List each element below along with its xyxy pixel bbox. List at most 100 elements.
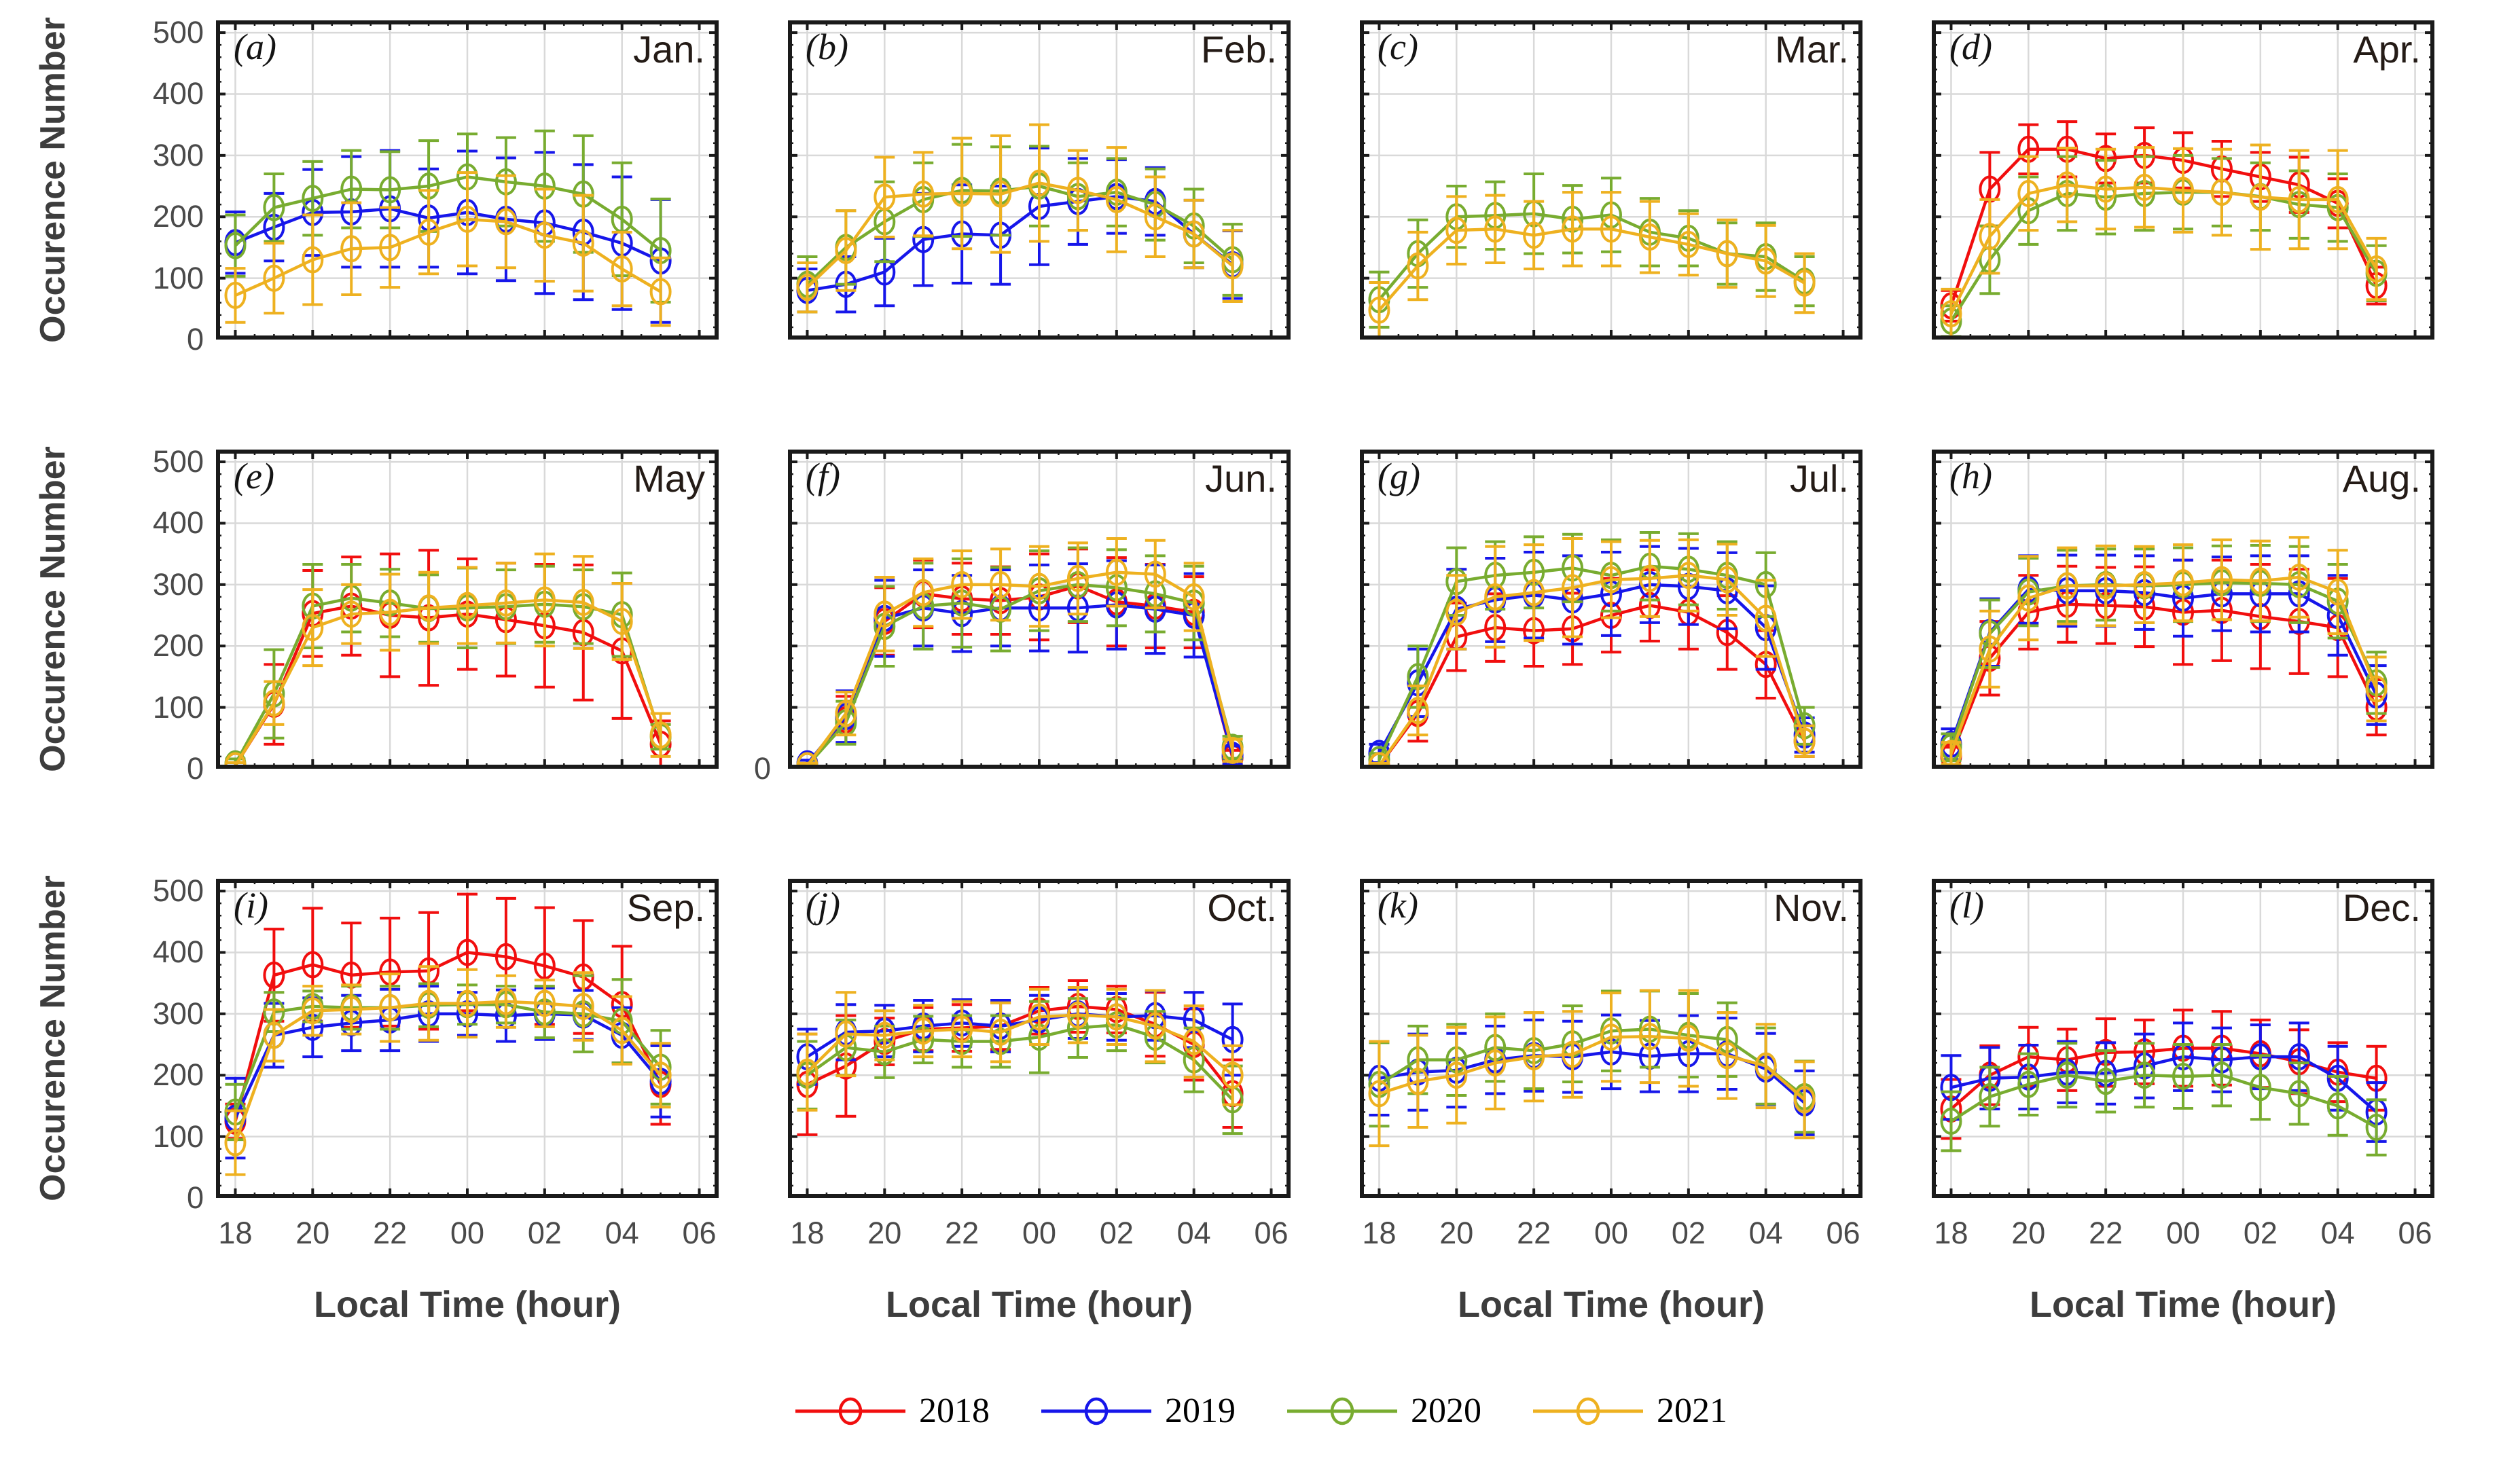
subplot-jul: (g) Jul.: [1360, 450, 1862, 769]
subplot-sep: (i) Sep.: [216, 879, 719, 1198]
error-bars-2018: [1941, 558, 2387, 767]
data-line-2019: [1378, 583, 1806, 754]
y-tick-label: 200: [152, 1057, 204, 1093]
panel-letter: (a): [234, 26, 276, 67]
data-line-2021: [1378, 228, 1805, 312]
markers-2018: [1940, 135, 2388, 320]
x-tick-label: 02: [527, 1216, 562, 1250]
panel-border: [1932, 879, 2434, 1198]
markers-2020: [224, 991, 672, 1126]
x-tick-label: 18: [1362, 1216, 1397, 1250]
x-tick-label: 00: [2165, 1216, 2201, 1250]
markers-2021: [1940, 171, 2388, 328]
legend: 2018 2019 2020 2021: [0, 1391, 2520, 1431]
data-line-2020: [1378, 1028, 1806, 1098]
stray-zero-tick-label: 0: [753, 751, 771, 786]
panel-letter: (i): [234, 885, 268, 926]
panel-month-label: Feb.: [1200, 28, 1277, 71]
subplot-feb: (b) Feb.: [788, 20, 1291, 340]
subplot-oct: (j) Oct.: [788, 879, 1291, 1198]
grid-lines: [1932, 879, 2434, 1198]
y-tick-label: 200: [152, 199, 204, 234]
x-tick-label: 04: [1748, 1216, 1783, 1250]
x-tick-label: 06: [2398, 1216, 2432, 1250]
markers-2020: [1940, 1061, 2388, 1142]
panel-border: [788, 879, 1291, 1198]
markers-2020: [1940, 569, 2388, 761]
series-2020: [796, 546, 1244, 769]
legend-label: 2018: [919, 1392, 990, 1430]
y-tick-label: 100: [152, 1119, 204, 1154]
panel-plot: [788, 879, 1291, 1198]
panel-month-label: May: [633, 457, 705, 500]
subplot-apr: (d) Apr.: [1932, 20, 2434, 340]
error-bars-2021: [1941, 536, 2387, 766]
error-bars-2020: [1941, 153, 2387, 338]
series-2021: [1940, 143, 2388, 340]
data-line-2018: [1378, 604, 1806, 767]
panel-plot: [1932, 450, 2434, 769]
x-tick-label: 22: [373, 1216, 408, 1250]
series-2021: [1368, 191, 1816, 340]
x-tick-label: 06: [682, 1216, 717, 1250]
markers-2018: [224, 592, 672, 769]
panel-month-label: Dec.: [2342, 886, 2421, 929]
error-bars-2021: [225, 171, 671, 327]
y-tick-label: 200: [152, 628, 204, 663]
panel-letter: (h): [1949, 456, 1992, 496]
markers-2021: [796, 169, 1244, 302]
x-tick-label: 18: [1934, 1216, 1968, 1250]
markers-2021: [224, 205, 672, 309]
panel-border: [1932, 450, 2434, 769]
series-2019: [224, 985, 672, 1160]
panel-plot: [1360, 450, 1862, 769]
panel-month-label: Nov.: [1774, 886, 1849, 929]
y-tick-label: 300: [152, 137, 204, 172]
panel-border: [1360, 450, 1862, 769]
error-bars-2019: [797, 147, 1243, 314]
subplot-may: (e) May: [216, 450, 719, 769]
series-2019: [796, 147, 1244, 314]
data-line-2019: [1949, 587, 2378, 745]
markers-2021: [1940, 564, 2388, 767]
panel-month-label: Mar.: [1775, 28, 1849, 71]
y-tick-label: 400: [152, 505, 204, 541]
panel-month-label: Oct.: [1207, 886, 1277, 929]
panel-plot: [216, 450, 719, 769]
error-bars-2019: [797, 987, 1243, 1086]
x-axis-title: Local Time (hour): [885, 1284, 1193, 1325]
data-line-2020: [1949, 190, 2378, 323]
series-2021: [1368, 989, 1816, 1148]
x-tick-label: 02: [1671, 1216, 1706, 1250]
markers-2021: [224, 987, 672, 1157]
panel-plot: [788, 450, 1291, 769]
data-line-2020: [806, 184, 1234, 286]
x-tick-label: 22: [945, 1216, 979, 1250]
x-tick-label: 22: [1517, 1216, 1551, 1250]
panel-letter: (b): [806, 26, 848, 67]
series-2018: [1940, 558, 2388, 769]
markers-2020: [1940, 179, 2388, 335]
y-tick-label: 300: [152, 996, 204, 1031]
error-bars-2018: [1941, 120, 2387, 323]
error-bars-2021: [1941, 143, 2387, 340]
error-bars-2020: [1941, 544, 2387, 763]
x-axis-title: Local Time (hour): [1457, 1284, 1765, 1325]
legend-label: 2021: [1657, 1392, 1727, 1430]
x-tick-label: 18: [790, 1216, 825, 1250]
y-tick-label: 100: [152, 689, 204, 725]
series-2020: [1940, 153, 2388, 338]
series-2019: [224, 149, 672, 324]
data-line-2020: [234, 175, 662, 252]
y-tick-label: 0: [186, 322, 204, 357]
panel-letter: (l): [1949, 885, 1984, 926]
data-line-2021: [234, 217, 662, 297]
subplot-jan: (a) Jan.: [216, 20, 719, 340]
data-line-2021: [806, 181, 1234, 289]
series-2021: [1940, 536, 2388, 767]
x-axis-title: Local Time (hour): [313, 1284, 622, 1325]
y-tick-label: 500: [152, 444, 204, 479]
panel-month-label: Jun.: [1205, 457, 1277, 500]
legend-item-2018: 2018: [793, 1391, 990, 1431]
panel-letter: (j): [806, 885, 840, 926]
